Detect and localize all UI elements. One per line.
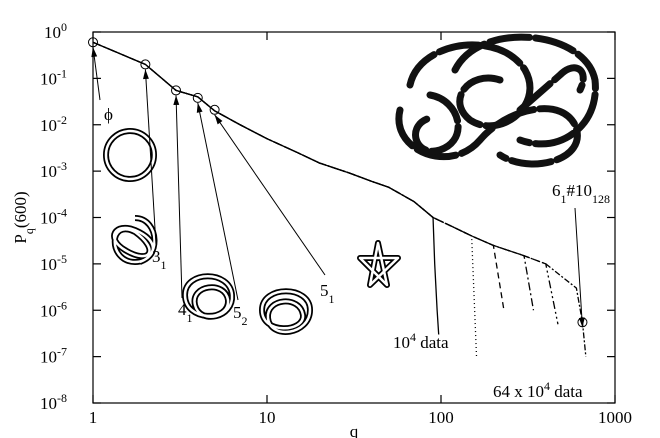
label-part: -8 — [57, 391, 67, 405]
label-part: 1 — [329, 292, 335, 306]
label-part: 10 — [40, 162, 57, 181]
label-part: 10 — [44, 23, 61, 42]
label-part: 10 — [40, 116, 57, 135]
label-part: 10 — [40, 348, 57, 367]
label-part: -3 — [57, 159, 67, 173]
y-tick-label: 10-1 — [40, 66, 67, 88]
arrow — [574, 207, 583, 328]
y-tick-label: 10-5 — [40, 252, 67, 274]
arrow — [144, 69, 157, 246]
label-part: q — [22, 228, 36, 234]
annotation: 52 — [233, 303, 248, 328]
series-line — [92, 41, 587, 357]
arrow-head — [214, 114, 223, 125]
label-part: -2 — [57, 113, 67, 127]
y-tick-label: 10-6 — [40, 298, 67, 320]
plot-frame — [92, 31, 616, 404]
label-part: ϕ — [104, 105, 113, 124]
label-part: 1 — [187, 311, 193, 325]
marker — [171, 85, 182, 96]
annotation: 31 — [152, 247, 167, 272]
x-tick-label: 1000 — [598, 408, 632, 427]
annotation: 61#10128 — [552, 181, 610, 206]
arrow-head — [196, 102, 203, 113]
label-part: -5 — [57, 252, 67, 266]
arrow — [214, 114, 326, 276]
label-part: (600) — [11, 191, 30, 228]
x-tick-label: 1 — [89, 408, 98, 427]
label-part: -4 — [57, 206, 67, 220]
label-part: 10 — [40, 209, 57, 228]
label-part: 64 x 10 — [493, 382, 544, 401]
label-part: 128 — [592, 192, 610, 206]
label-part: 4 — [178, 300, 187, 319]
label-part: 5 — [320, 281, 329, 300]
label-part: 6 — [552, 181, 561, 200]
arrow — [175, 95, 183, 299]
knot-5-1 — [357, 240, 401, 288]
label-part: 10 — [393, 333, 410, 352]
figure-eight — [182, 273, 235, 320]
y-tick-label: 10-7 — [40, 345, 67, 367]
y-tick-label: 100 — [44, 20, 67, 42]
arrow — [197, 102, 239, 301]
arrow-head — [143, 69, 149, 80]
marker — [140, 59, 151, 70]
unknot — [103, 128, 157, 182]
y-tick-label: 10-4 — [40, 206, 67, 228]
label-part: 5 — [233, 303, 242, 322]
arrow-head — [173, 95, 180, 106]
marker — [209, 104, 220, 115]
label-part: 4 — [410, 330, 416, 344]
label-part: 10 — [40, 255, 57, 274]
annotation: 64 x 104 data — [493, 379, 583, 401]
label-part: 0 — [61, 20, 67, 34]
y-axis-label: Pq(600) — [11, 191, 36, 243]
label-part: P — [11, 234, 30, 243]
x-axis-label: q — [350, 422, 359, 438]
series-line — [92, 41, 505, 311]
knot-icons — [103, 33, 599, 335]
trefoil — [111, 215, 158, 265]
label-part: 4 — [544, 379, 550, 393]
label-part: 10 — [40, 301, 57, 320]
y-tick-label: 10-3 — [40, 159, 67, 181]
x-tick-label: 10 — [259, 408, 276, 427]
y-tick-label: 10-8 — [40, 391, 67, 413]
label-part: 3 — [152, 247, 161, 266]
annotation: 104 data — [393, 330, 449, 352]
label-part: 10 — [40, 69, 57, 88]
label-part: #10 — [567, 181, 593, 200]
annotation: 51 — [320, 281, 335, 306]
label-part: 1 — [161, 258, 167, 272]
series-line — [92, 41, 478, 357]
arrow-head — [578, 317, 585, 328]
y-tick-label: 10-2 — [40, 113, 67, 135]
label-part: -7 — [57, 345, 67, 359]
label-part: data — [550, 382, 583, 401]
label-part: 10 — [40, 394, 57, 413]
knot-5-2 — [259, 288, 313, 335]
label-part: 2 — [242, 314, 248, 328]
annotation: 41 — [178, 300, 193, 325]
label-part: 1 — [561, 192, 567, 206]
label-part: data — [416, 333, 449, 352]
arrow-head — [91, 47, 98, 58]
x-tick-label: 100 — [428, 408, 454, 427]
complex-knot — [395, 33, 599, 168]
marker — [88, 37, 98, 48]
label-part: -1 — [57, 66, 67, 80]
annotation: ϕ — [104, 105, 113, 124]
marker — [192, 92, 203, 103]
label-part: -6 — [57, 298, 67, 312]
